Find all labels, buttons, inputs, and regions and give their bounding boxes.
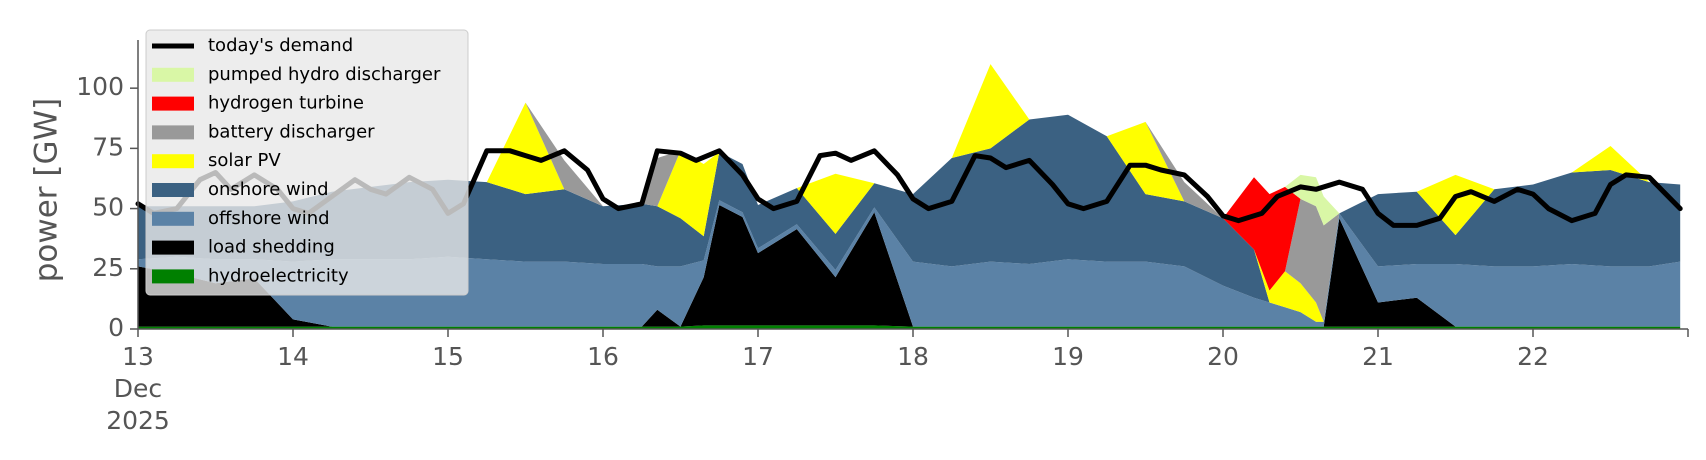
legend-swatch [152, 269, 194, 284]
legend-item: load shedding [152, 237, 335, 258]
area-battery-discharger [138, 64, 1681, 322]
axes: 0 25 50 75 100 13 Dec 2025 14 15 16 17 18 19 20 21 22 p… [29, 40, 1689, 435]
legend-swatch [152, 125, 194, 140]
x-tick-label: 21 [1362, 342, 1394, 371]
area-solar-PV [138, 64, 1681, 322]
x-tick-label: 20 [1207, 342, 1239, 371]
y-tick-label: 0 [108, 313, 124, 342]
area-hydroelectricity [138, 325, 1681, 329]
y-axis-label: power [GW] [29, 98, 65, 283]
legend-label: today's demand [208, 35, 353, 56]
y-ticks: 0 25 50 75 100 [76, 72, 138, 342]
legend-swatch [152, 240, 194, 255]
legend-swatch [152, 183, 194, 197]
legend-label: hydroelectricity [208, 265, 349, 286]
y-tick-label: 100 [76, 72, 124, 101]
x-tick-label: 16 [587, 342, 619, 371]
legend-item: hydrogen turbine [152, 93, 364, 114]
legend-item: offshore wind [152, 208, 330, 229]
y-tick-label: 25 [92, 253, 124, 282]
x-tick-label: 15 [432, 342, 464, 371]
stacked-areas [138, 64, 1681, 329]
y-tick-label: 75 [92, 132, 124, 161]
legend-swatch [152, 154, 194, 169]
area-onshore-wind [138, 114, 1681, 322]
x-tick-label: 14 [277, 342, 309, 371]
legend-item: hydroelectricity [152, 265, 349, 286]
area-pumped-hydro-discharger [138, 64, 1681, 226]
area-offshore-wind [138, 200, 1681, 327]
legend-item: today's demand [152, 35, 353, 56]
legend-item: battery discharger [152, 121, 375, 142]
legend-label: onshore wind [208, 179, 329, 200]
legend-swatch [152, 96, 194, 111]
x-tick-label: 19 [1052, 342, 1084, 371]
x-tick-label: 18 [897, 342, 929, 371]
legend-box [145, 29, 469, 296]
legend-swatch [152, 211, 194, 226]
legend-item: onshore wind [152, 179, 329, 200]
legend-item: solar PV [152, 150, 281, 171]
x-ticks: 13 Dec 2025 14 15 16 17 18 19 20 21 22 [106, 329, 1689, 435]
legend-label: pumped hydro discharger [208, 64, 441, 85]
legend-label: offshore wind [208, 208, 330, 229]
legend-swatch [152, 67, 194, 82]
legend-label: solar PV [208, 150, 281, 171]
y-tick-label: 50 [92, 193, 124, 222]
legend-label: hydrogen turbine [208, 93, 364, 114]
legend-label: battery discharger [208, 121, 375, 142]
x-tick-label: Dec [114, 374, 162, 403]
x-tick-label: 22 [1517, 342, 1549, 371]
legend-label: load shedding [208, 237, 335, 258]
legend: today's demand pumped hydro discharger hyd… [145, 29, 469, 296]
legend-item: pumped hydro discharger [152, 64, 441, 85]
x-tick-label: 17 [742, 342, 774, 371]
x-tick-label: 2025 [106, 406, 170, 435]
x-tick-label: 13 [122, 342, 154, 371]
